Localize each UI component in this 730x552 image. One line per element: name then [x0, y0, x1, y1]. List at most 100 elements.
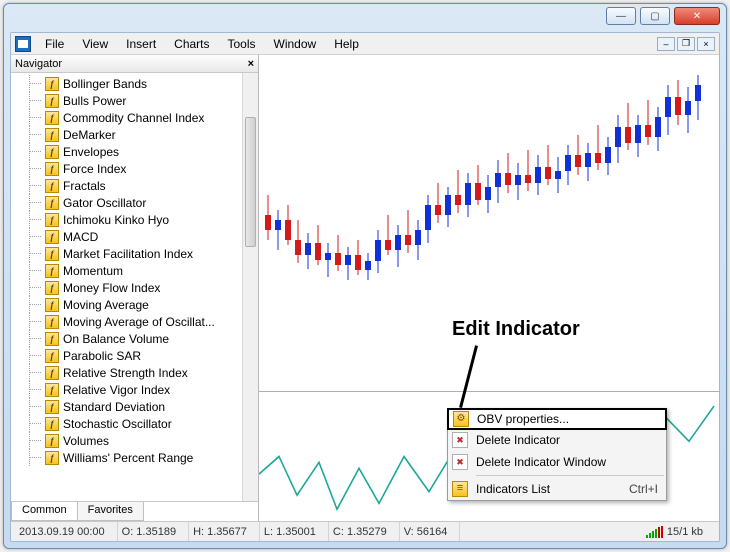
- gear-icon: [453, 411, 469, 427]
- menu-window[interactable]: Window: [266, 35, 325, 53]
- menu-view[interactable]: View: [74, 35, 116, 53]
- indicator-label: Moving Average of Oscillat...: [63, 315, 215, 329]
- indicator-item[interactable]: Williams' Percent Range: [11, 449, 242, 466]
- indicator-label: Ichimoku Kinko Hyo: [63, 213, 169, 227]
- indicator-context-menu: OBV properties... Delete Indicator Delete …: [447, 408, 667, 501]
- indicator-icon: [45, 128, 59, 142]
- indicator-label: On Balance Volume: [63, 332, 169, 346]
- indicator-item[interactable]: Fractals: [11, 177, 242, 194]
- context-item[interactable]: Delete Indicator Window: [448, 451, 666, 473]
- indicator-label: Fractals: [63, 179, 106, 193]
- indicator-item[interactable]: Moving Average of Oscillat...: [11, 313, 242, 330]
- menu-insert[interactable]: Insert: [118, 35, 164, 53]
- indicator-item[interactable]: Standard Deviation: [11, 398, 242, 415]
- indicator-icon: [45, 434, 59, 448]
- mdi-restore-button[interactable]: ❐: [677, 37, 695, 51]
- delx-icon: [452, 454, 468, 470]
- mdi-controls: – ❐ ×: [657, 37, 715, 51]
- indicator-label: Volumes: [63, 434, 109, 448]
- navigator-scrollbar[interactable]: [242, 73, 258, 501]
- status-timestamp: 2013.09.19 00:00: [15, 522, 118, 541]
- indicator-item[interactable]: Relative Vigor Index: [11, 381, 242, 398]
- indicator-item[interactable]: Stochastic Oscillator: [11, 415, 242, 432]
- status-vol: V: 56164: [400, 522, 461, 541]
- minimize-button[interactable]: —: [606, 7, 636, 25]
- indicator-item[interactable]: Market Facilitation Index: [11, 245, 242, 262]
- indicator-item[interactable]: Money Flow Index: [11, 279, 242, 296]
- statusbar: 2013.09.19 00:00 O: 1.35189 H: 1.35677 L…: [11, 521, 719, 541]
- indicator-item[interactable]: Force Index: [11, 160, 242, 177]
- indicator-item[interactable]: Ichimoku Kinko Hyo: [11, 211, 242, 228]
- indicator-icon: [45, 400, 59, 414]
- context-item[interactable]: Delete Indicator: [448, 429, 666, 451]
- indicator-item[interactable]: Commodity Channel Index: [11, 109, 242, 126]
- indicator-icon: [45, 349, 59, 363]
- status-close: C: 1.35279: [329, 522, 400, 541]
- context-item-label: Delete Indicator Window: [476, 455, 606, 469]
- navigator-tabs: Common Favorites: [11, 501, 258, 521]
- indicator-label: Parabolic SAR: [63, 349, 141, 363]
- indicator-icon: [45, 179, 59, 193]
- navigator-close-icon[interactable]: ×: [248, 58, 254, 70]
- indicator-icon: [45, 196, 59, 210]
- indicator-label: DeMarker: [63, 128, 116, 142]
- context-item[interactable]: OBV properties...: [447, 408, 667, 430]
- indicator-item[interactable]: Envelopes: [11, 143, 242, 160]
- indicator-label: Gator Oscillator: [63, 196, 146, 210]
- indicator-icon: [45, 264, 59, 278]
- connection-text: 15/1 kb: [667, 526, 703, 538]
- delx-icon: [452, 432, 468, 448]
- scrollbar-thumb[interactable]: [245, 117, 256, 247]
- indicator-item[interactable]: MACD: [11, 228, 242, 245]
- indicator-icon: [45, 162, 59, 176]
- maximize-button[interactable]: ▢: [640, 7, 670, 25]
- navigator-panel: Navigator × Bollinger BandsBulls PowerCo…: [11, 55, 259, 521]
- indicator-icon: [45, 366, 59, 380]
- context-item-label: Indicators List: [476, 482, 550, 496]
- mdi-close-button[interactable]: ×: [697, 37, 715, 51]
- indicator-icon: [45, 94, 59, 108]
- indicator-item[interactable]: Volumes: [11, 432, 242, 449]
- indicator-label: Relative Vigor Index: [63, 383, 170, 397]
- indicator-icon: [45, 281, 59, 295]
- indicator-item[interactable]: Relative Strength Index: [11, 364, 242, 381]
- indicator-item[interactable]: Bulls Power: [11, 92, 242, 109]
- navigator-titlebar: Navigator ×: [11, 55, 258, 73]
- indicator-item[interactable]: Gator Oscillator: [11, 194, 242, 211]
- indicator-icon: [45, 383, 59, 397]
- indicator-item[interactable]: Moving Average: [11, 296, 242, 313]
- context-shortcut: Ctrl+I: [629, 482, 658, 496]
- indicator-label: Money Flow Index: [63, 281, 160, 295]
- indicator-item[interactable]: Bollinger Bands: [11, 75, 242, 92]
- indicator-label: Stochastic Oscillator: [63, 417, 172, 431]
- menu-tools[interactable]: Tools: [220, 35, 264, 53]
- indicator-item[interactable]: Momentum: [11, 262, 242, 279]
- menu-charts[interactable]: Charts: [166, 35, 217, 53]
- indicator-label: Williams' Percent Range: [63, 451, 193, 465]
- indicator-icon: [45, 213, 59, 227]
- tab-favorites[interactable]: Favorites: [77, 502, 144, 521]
- mdi-minimize-button[interactable]: –: [657, 37, 675, 51]
- context-separator: [476, 475, 664, 476]
- indicator-icon: [45, 298, 59, 312]
- close-button[interactable]: ✕: [674, 7, 720, 25]
- indicator-icon: [45, 230, 59, 244]
- context-item[interactable]: Indicators List Ctrl+I: [448, 478, 666, 500]
- status-open: O: 1.35189: [118, 522, 189, 541]
- indicator-icon: [45, 417, 59, 431]
- indicator-item[interactable]: On Balance Volume: [11, 330, 242, 347]
- status-connection: 15/1 kb: [642, 522, 715, 541]
- candlestick-chart: [259, 55, 719, 280]
- tab-common[interactable]: Common: [11, 502, 78, 521]
- indicator-icon: [45, 332, 59, 346]
- indicator-label: Relative Strength Index: [63, 366, 188, 380]
- navigator-tree[interactable]: Bollinger Bands Bulls PowerCommodity Chan…: [11, 73, 242, 501]
- context-item-label: Delete Indicator: [476, 433, 560, 447]
- menu-file[interactable]: File: [37, 35, 72, 53]
- connection-bars-icon: [646, 526, 663, 538]
- indicator-item[interactable]: DeMarker: [11, 126, 242, 143]
- menu-help[interactable]: Help: [326, 35, 367, 53]
- indicator-label: Force Index: [63, 162, 126, 176]
- indicator-item[interactable]: Parabolic SAR: [11, 347, 242, 364]
- indicator-label: Bulls Power: [63, 94, 126, 108]
